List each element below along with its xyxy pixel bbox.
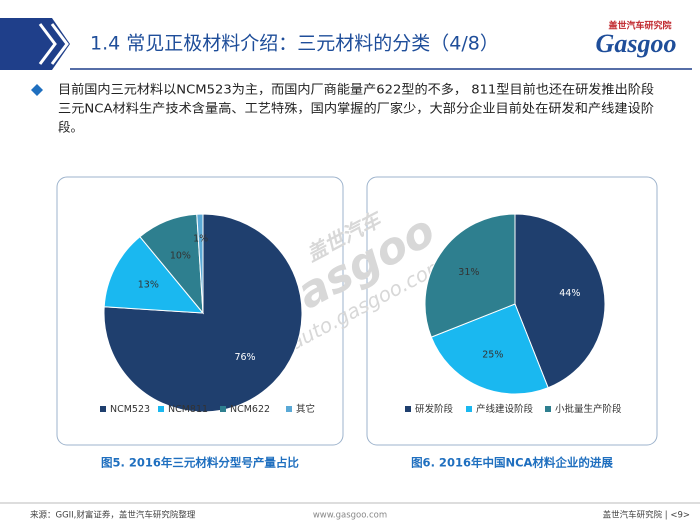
legend-label: 研发阶段 <box>415 403 454 415</box>
header-title: 1.4 常见正极材料介绍：三元材料的分类（4/8） <box>90 33 499 55</box>
chevron <box>38 23 57 65</box>
legend-swatch <box>220 406 226 412</box>
body-text: 三元NCA材料生产技术含量高、工艺特殊，国内掌握的厂家少，大部分企业目前处在研发… <box>58 101 655 116</box>
footer-source: 来源：GGII,财富证券，盖世汽车研究院整理 <box>30 510 196 521</box>
chevron <box>50 23 69 65</box>
legend-swatch <box>286 406 292 412</box>
pie-slice <box>514 213 606 389</box>
legend-swatch <box>100 406 106 412</box>
legend-label: NCM523 <box>110 404 150 415</box>
pie-slice <box>430 303 549 395</box>
data-label: 76% <box>234 352 255 363</box>
bullet-icon <box>31 84 43 96</box>
body-text: 目前国内三元材料以NCM523为主，而国内厂商能量产622型的不多， 811型目… <box>58 82 654 97</box>
data-label: 13% <box>138 280 159 291</box>
header-band <box>0 18 70 70</box>
logo-brand: Gasgoo <box>596 29 677 58</box>
footer-page: 盖世汽车研究院 | <9> <box>603 510 690 521</box>
panel <box>366 176 658 446</box>
legend-label: 产线建设阶段 <box>476 403 534 415</box>
legend-swatch <box>466 406 472 412</box>
legend-label: NCM622 <box>230 404 270 415</box>
legend-swatch <box>158 406 164 412</box>
data-label: 10% <box>170 250 191 261</box>
footer-site: www.gasgoo.com <box>313 511 387 521</box>
data-label: 44% <box>559 288 580 299</box>
legend-label: 其它 <box>296 403 315 415</box>
pie-slice <box>196 213 204 314</box>
body-text: 段。 <box>58 120 83 135</box>
legend-swatch <box>545 406 551 412</box>
chart-caption: 图5. 2016年三元材料分型号产量占比 <box>101 456 299 470</box>
legend-swatch <box>405 406 411 412</box>
pie-slice <box>424 213 516 338</box>
legend-label: 小批量生产阶段 <box>555 403 622 415</box>
data-label: 31% <box>458 267 479 278</box>
chart-caption: 图6. 2016年中国NCA材料企业的进展 <box>411 456 613 470</box>
panel <box>56 176 344 446</box>
pie-slice <box>103 236 205 314</box>
logo-name: 盖世汽车研究院 <box>608 20 671 32</box>
data-label: 1% <box>193 233 208 244</box>
data-label: 25% <box>482 350 503 361</box>
legend-label: NCM811 <box>168 404 208 415</box>
